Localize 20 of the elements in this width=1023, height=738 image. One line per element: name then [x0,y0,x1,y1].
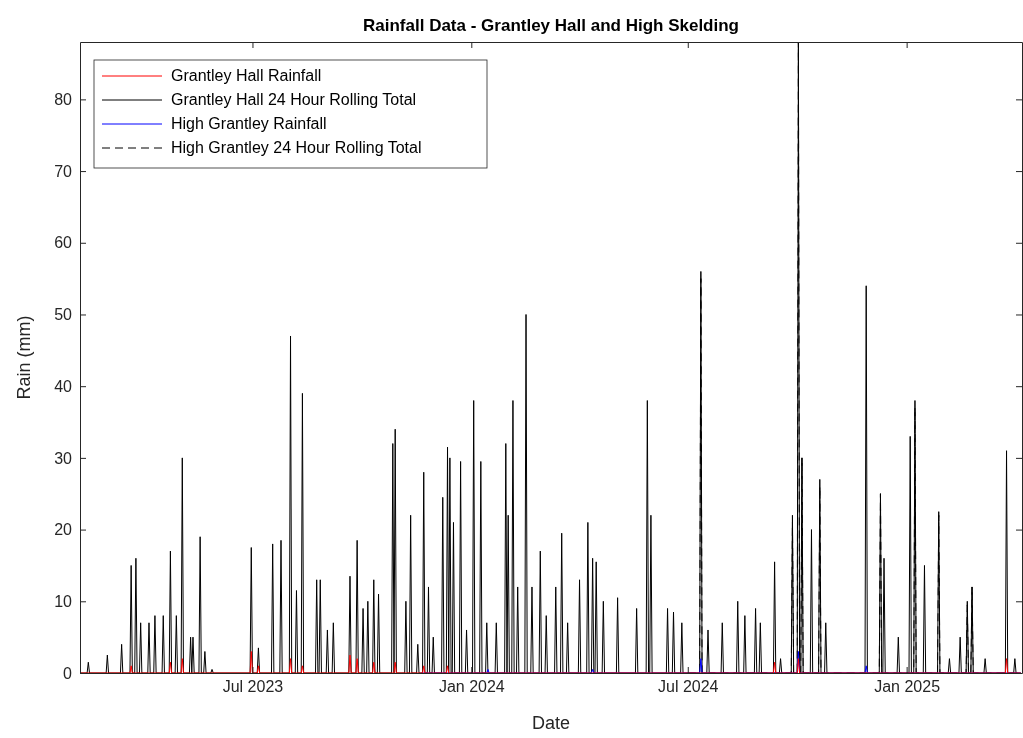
y-tick-label: 60 [54,234,73,252]
x-tick-label: Jan 2024 [438,678,505,696]
y-tick-label: 40 [54,377,73,395]
legend-label: High Grantley 24 Hour Rolling Total [171,139,422,156]
y-tick-label: 10 [54,592,73,610]
y-tick-label: 0 [63,664,73,682]
legend-label: High Grantley Rainfall [171,115,327,132]
y-tick-label: 20 [54,521,73,539]
legend-label: Grantley Hall Rainfall [171,67,322,84]
legend-label: Grantley Hall 24 Hour Rolling Total [171,91,417,108]
x-tick-label: Jul 2024 [658,678,719,696]
y-axis-title: Rain (mm) [14,315,34,400]
chart-title: Rainfall Data - Grantley Hall and High Skelding [363,16,739,35]
y-tick-label: 70 [54,162,73,180]
y-tick-label: 30 [54,449,73,467]
x-axis-title: Date [531,713,571,733]
y-tick-label: 50 [54,306,73,324]
x-tick-label: Jan 2025 [874,678,941,696]
x-tick-label: Jul 2023 [222,678,284,696]
y-tick-label: 80 [54,90,73,108]
